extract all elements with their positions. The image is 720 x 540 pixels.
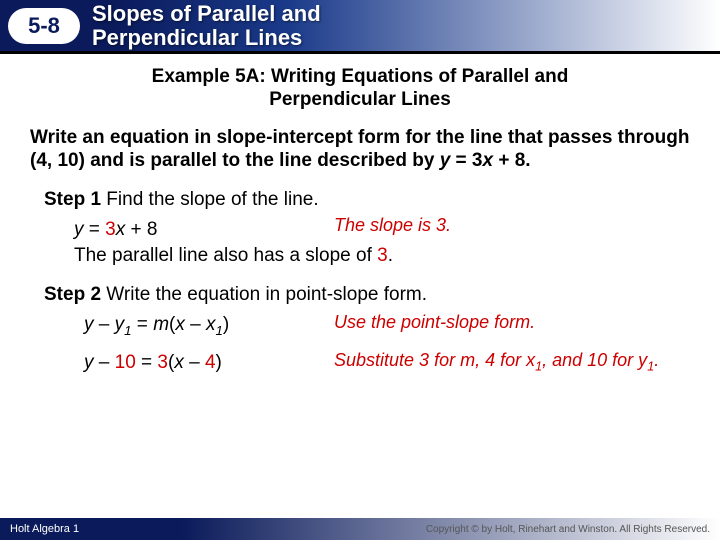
slide-footer: Holt Algebra 1 Copyright © by Holt, Rine…	[0, 518, 720, 540]
footer-brand: Holt Algebra 1	[10, 523, 79, 535]
r2-note-mid: , and 10 for y	[542, 350, 647, 370]
eq-slope: 3	[105, 219, 116, 240]
step-1-heading-text: Find the slope of the line.	[101, 189, 319, 210]
header-underline	[0, 51, 720, 54]
step-1-body: The slope is 3. y = 3x + 8 The parallel …	[44, 217, 690, 268]
step-1-conclusion: The parallel line also has a slope of 3.	[74, 245, 393, 266]
equation-row-2: y – 10 = 3(x – 4) Substitute 3 for m, 4 …	[84, 350, 690, 376]
eq-y: y	[74, 219, 84, 240]
r2-eq: =	[136, 352, 158, 373]
r2-note-pre: Substitute 3 for m, 4 for x	[334, 350, 535, 370]
equation-row-2-note: Substitute 3 for m, 4 for x1, and 10 for…	[334, 350, 690, 375]
conclusion-post: .	[388, 245, 393, 266]
example-title: Example 5A: Writing Equations of Paralle…	[30, 66, 690, 112]
r2-4: 4	[205, 352, 216, 373]
step-2-heading-text: Write the equation in point-slope form.	[101, 284, 427, 305]
substituted-equation: y – 10 = 3(x – 4)	[84, 350, 334, 376]
prompt-tail: + 8.	[493, 150, 531, 171]
conclusion-pre: The parallel line also has a slope of	[74, 245, 377, 266]
r1-close: )	[223, 314, 229, 335]
equation-row-1-note: Use the point-slope form.	[334, 312, 690, 334]
eq-mid: =	[84, 219, 106, 240]
r2-3: 3	[157, 352, 168, 373]
step-2-heading: Step 2 Write the equation in point-slope…	[44, 284, 690, 306]
example-title-line-1: Example 5A: Writing Equations of Paralle…	[152, 66, 569, 87]
section-number-badge: 5-8	[8, 8, 80, 44]
eq-tail: + 8	[125, 219, 157, 240]
eq-x: x	[116, 219, 126, 240]
r2-x: x	[174, 352, 184, 373]
prompt-var-y: y	[440, 150, 451, 171]
slope-annotation: The slope is 3.	[334, 213, 451, 237]
r1-x: x	[175, 314, 185, 335]
example-title-line-2: Perpendicular Lines	[269, 89, 451, 110]
r2-minus2: –	[184, 352, 205, 373]
r1-y1: y	[115, 314, 125, 335]
point-slope-form-equation: y – y1 = m(x – x1)	[84, 312, 334, 340]
step-2-label: Step 2	[44, 284, 101, 305]
title-line-2: Perpendicular Lines	[92, 25, 302, 50]
r2-note-post: .	[654, 350, 659, 370]
slide-content: Example 5A: Writing Equations of Paralle…	[0, 54, 720, 376]
step-1-label: Step 1	[44, 189, 101, 210]
r1-minus1: –	[94, 314, 115, 335]
r2-minus1: –	[94, 352, 115, 373]
r1-minus2: –	[185, 314, 206, 335]
steps-container: Step 1 Find the slope of the line. The s…	[30, 189, 690, 376]
r1-sub2: 1	[215, 323, 222, 338]
problem-prompt: Write an equation in slope-intercept for…	[30, 126, 690, 174]
prompt-eq: = 3	[450, 150, 482, 171]
prompt-var-x: x	[483, 150, 494, 171]
r1-eq: =	[132, 314, 154, 335]
equation-row-1: y – y1 = m(x – x1) Use the point-slope f…	[84, 312, 690, 340]
r2-y: y	[84, 352, 94, 373]
section-number: 5-8	[28, 13, 60, 39]
step-1-equation: y = 3x + 8	[74, 219, 157, 240]
footer-copyright: Copyright © by Holt, Rinehart and Winsto…	[426, 524, 710, 535]
r1-m: m	[153, 314, 169, 335]
slide-header: 5-8 Slopes of Parallel and Perpendicular…	[0, 0, 720, 54]
step-1-heading: Step 1 Find the slope of the line.	[44, 189, 690, 211]
slide-title: Slopes of Parallel and Perpendicular Lin…	[92, 2, 321, 50]
r1-y: y	[84, 314, 94, 335]
r2-10: 10	[115, 352, 136, 373]
r1-sub1: 1	[124, 323, 131, 338]
conclusion-slope: 3	[377, 245, 388, 266]
prompt-text: Write an equation in slope-intercept for…	[30, 127, 689, 172]
r2-close: )	[216, 352, 222, 373]
title-line-1: Slopes of Parallel and	[92, 1, 321, 26]
step-2-body: y – y1 = m(x – x1) Use the point-slope f…	[44, 312, 690, 375]
